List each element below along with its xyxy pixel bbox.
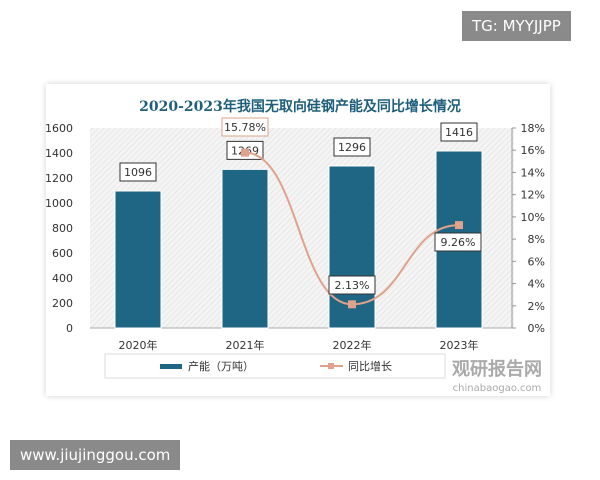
chart-title: 2020-2023年我国无取向硅钢产能及同比增长情况 [139, 98, 461, 115]
legend-line-marker [328, 363, 334, 369]
legend-bar-label: 产能（万吨） [188, 359, 254, 373]
growth-value-label: 9.26% [441, 236, 476, 249]
bar-value-label: 1416 [445, 126, 473, 139]
growth-value-label: 2.13% [335, 279, 370, 292]
right-tick-label: 14% [521, 166, 545, 179]
right-tick-label: 10% [521, 211, 545, 224]
left-tick-label: 600 [52, 247, 73, 260]
right-tick-label: 12% [521, 189, 545, 202]
right-tick-label: 0% [528, 322, 545, 335]
growth-marker [241, 148, 249, 157]
legend-line-label: 同比增长 [348, 359, 392, 373]
right-tick-label: 2% [528, 300, 545, 313]
left-tick-label: 1200 [45, 172, 73, 185]
growth-marker [455, 221, 463, 230]
left-tick-label: 1400 [45, 147, 73, 160]
right-tick-label: 16% [521, 144, 545, 157]
growth-value-label: 15.78% [224, 121, 266, 134]
x-tick-label: 2020年 [119, 338, 158, 352]
x-tick-label: 2021年 [226, 338, 265, 352]
right-tick-label: 8% [528, 233, 545, 246]
x-tick-label: 2022年 [333, 338, 372, 352]
growth-line [244, 151, 460, 306]
growth-marker [348, 300, 356, 309]
bar [221, 168, 269, 329]
legend-bar-swatch [160, 364, 182, 369]
right-tick-label: 6% [528, 255, 545, 268]
watermark-tg: TG: MYYJJPP [462, 11, 571, 41]
legend [104, 353, 446, 379]
left-tick-label: 1000 [45, 197, 73, 210]
left-tick-label: 400 [52, 272, 73, 285]
bar-label-box [119, 162, 157, 182]
bar-label-box [333, 137, 371, 157]
bar-value-label: 1096 [124, 166, 152, 179]
growth-label-box [221, 117, 269, 137]
right-tick-label: 4% [528, 278, 545, 291]
bar-label-box [440, 122, 478, 142]
left-tick-label: 1600 [45, 122, 73, 135]
watermark-site: www.jiujinggou.com [10, 440, 181, 470]
bar-value-label: 1296 [338, 141, 366, 154]
left-tick-label: 200 [52, 297, 73, 310]
growth-label-box [328, 275, 376, 295]
source-url: chinabaogao.com [453, 383, 542, 394]
x-tick-label: 2023年 [440, 338, 479, 352]
growth-label-box [434, 232, 482, 252]
left-tick-label: 0 [66, 322, 73, 335]
bar [114, 190, 162, 329]
left-tick-label: 800 [52, 222, 73, 235]
right-tick-label: 18% [521, 122, 545, 135]
source-logo: 观研报告网 [452, 358, 542, 380]
